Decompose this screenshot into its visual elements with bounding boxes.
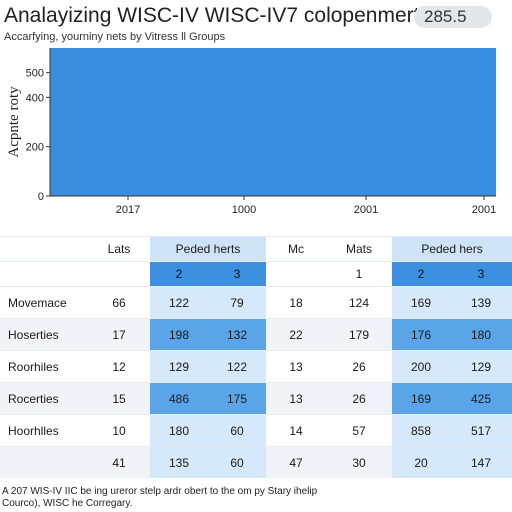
- y-tick-label: 200: [26, 142, 44, 154]
- sub-header-cell: 1: [326, 261, 392, 287]
- table-cell: 14: [266, 414, 326, 447]
- row-label: Roorhiles: [0, 350, 88, 383]
- table-cell: 15: [88, 382, 150, 415]
- table-cell: 176: [392, 318, 450, 351]
- table-cell: 10: [88, 414, 150, 447]
- table-cell: 60: [208, 446, 266, 478]
- table-cell: 147: [450, 446, 512, 478]
- chart-title: Analayizing WISC-IV WISC-IV7 colopenmert…: [4, 4, 430, 27]
- table-row: Hoserties 17 198 132 22 179 176 180: [0, 318, 512, 351]
- table-cell: 200: [392, 350, 450, 383]
- footnote-line-2: Courco), WISC he Corregary.: [2, 498, 133, 509]
- table-cell: 41: [88, 446, 150, 478]
- x-tick-label: 1000: [232, 204, 256, 216]
- table-cell: 22: [266, 318, 326, 351]
- table-cell: 175: [208, 382, 266, 415]
- row-label: Movemace: [0, 286, 88, 319]
- group-header-peded-1: Peded herts: [150, 236, 266, 262]
- sub-header-cell: 2: [150, 261, 208, 287]
- data-table: Lats Peded herts Mc Mats Peded hers 2 3 …: [0, 236, 512, 478]
- table-cell: 198: [150, 318, 208, 351]
- area-series: [50, 48, 496, 196]
- table-cell: 132: [208, 318, 266, 351]
- table-cell: 135: [150, 446, 208, 478]
- table-cell: 30: [326, 446, 392, 478]
- table-row: Roorhiles 12 129 122 13 26 200 129: [0, 350, 512, 383]
- table-cell: 180: [150, 414, 208, 447]
- x-tick-label: 2001: [472, 204, 496, 216]
- table-cell: 129: [450, 350, 512, 383]
- table-cell: 13: [266, 350, 326, 383]
- table-cell: 12: [88, 350, 150, 383]
- table-cell: 425: [450, 382, 512, 415]
- row-label: [0, 446, 88, 478]
- table-cell: 26: [326, 350, 392, 383]
- row-label: Rocerties: [0, 382, 88, 415]
- sub-header-cell: [88, 261, 150, 287]
- table-cell: 57: [326, 414, 392, 447]
- footnote-line-1: A 207 WIS-IV IIC be ing ureror stelp ard…: [2, 486, 318, 497]
- table-cell: 79: [208, 286, 266, 319]
- y-tick-label: 500: [26, 68, 44, 80]
- plot-area: 0 200 400 500 2017 1000 2001 2001 Acpnte roty: [6, 48, 496, 216]
- table-cell: 47: [266, 446, 326, 478]
- group-header-peded-2: Peded hers: [392, 236, 512, 262]
- table-row: Hoorhlles 10 180 60 14 57 858 517: [0, 414, 512, 447]
- sub-header-cell: [266, 261, 326, 287]
- x-tick-label: 2017: [116, 204, 140, 216]
- table-cell: 18: [266, 286, 326, 319]
- table-cell: 129: [150, 350, 208, 383]
- row-label: Hoserties: [0, 318, 88, 351]
- y-axis-label: Acpnte roty: [6, 86, 22, 158]
- chart-subtitle: Accarfying, yourniny nets by Vitress ll …: [4, 31, 226, 43]
- y-tick-label: 400: [26, 92, 44, 104]
- table-cell: 179: [326, 318, 392, 351]
- footnote: A 207 WIS-IV IIC be ing ureror stelp ard…: [2, 486, 317, 510]
- table-row: 41 135 60 47 30 20 147: [0, 446, 512, 478]
- table-row: Rocerties 15 486 175 13 26 169 425: [0, 382, 512, 415]
- table-row: Movemace 66 122 79 18 124 169 139: [0, 286, 512, 319]
- table-body: Movemace 66 122 79 18 124 169 139 Hoserties 17 198…: [0, 286, 512, 478]
- group-header-mats: Mats: [326, 236, 392, 262]
- group-header-lats: Lats: [88, 236, 150, 262]
- table-cell: 486: [150, 382, 208, 415]
- table-cell: 60: [208, 414, 266, 447]
- table-cell: 180: [450, 318, 512, 351]
- table-corner: [0, 236, 88, 262]
- table-cell: 122: [150, 286, 208, 319]
- sub-header-cell: 3: [208, 261, 266, 287]
- sub-header-cell: 3: [450, 261, 512, 287]
- table-cell: 122: [208, 350, 266, 383]
- table-cell: 66: [88, 286, 150, 319]
- table-cell: 517: [450, 414, 512, 447]
- table-cell: 17: [88, 318, 150, 351]
- table-cell: 26: [326, 382, 392, 415]
- table-cell: 20: [392, 446, 450, 478]
- table-cell: 139: [450, 286, 512, 319]
- table-cell: 858: [392, 414, 450, 447]
- table-sub-header-row: 2 3 1 2 3: [0, 261, 512, 287]
- table-group-header-row: Lats Peded herts Mc Mats Peded hers: [0, 236, 512, 262]
- x-tick-label: 2001: [354, 204, 378, 216]
- sub-header-cell: [0, 261, 88, 287]
- value-badge-text: 285.5: [424, 7, 467, 26]
- table-cell: 124: [326, 286, 392, 319]
- table-cell: 169: [392, 382, 450, 415]
- table-cell: 13: [266, 382, 326, 415]
- sub-header-cell: 2: [392, 261, 450, 287]
- area-chart: 0 200 400 500 2017 1000 2001 2001 Acpnte roty: [6, 48, 496, 216]
- value-badge: 285.5: [414, 6, 492, 28]
- y-tick-label: 0: [38, 191, 44, 203]
- row-label: Hoorhlles: [0, 414, 88, 447]
- group-header-mc: Mc: [266, 236, 326, 262]
- table-cell: 169: [392, 286, 450, 319]
